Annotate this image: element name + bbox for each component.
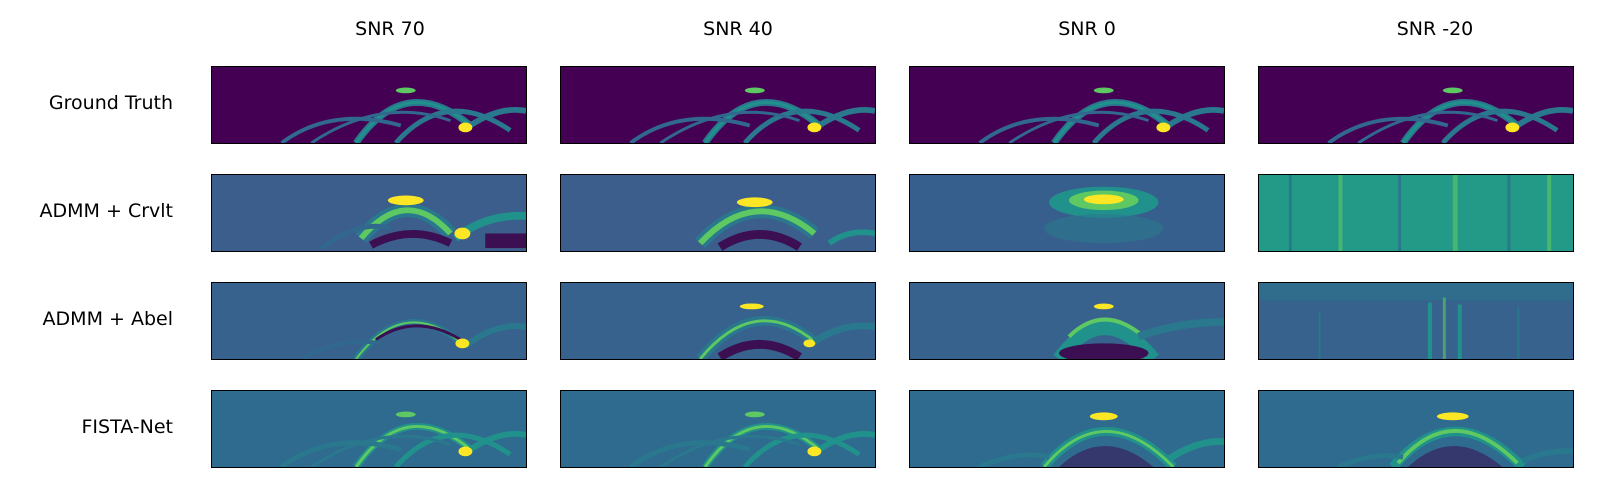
panel-admm-abel-snr-0 (909, 282, 1225, 360)
panel-admm-abel-snr-70 (211, 282, 527, 360)
panel-ground-truth-snr-minus-20 (1258, 66, 1574, 144)
reconstruction-image (910, 175, 1224, 251)
reconstruction-image (212, 391, 526, 467)
panel-admm-crvlt-snr-0 (909, 174, 1225, 252)
reconstruction-image (561, 283, 875, 359)
row-label-admm-crvlt: ADMM + Crvlt (39, 200, 173, 222)
reconstruction-image (910, 391, 1224, 467)
column-title-snr-70: SNR 70 (355, 18, 425, 40)
reconstruction-image (561, 175, 875, 251)
column-title-snr-minus-20: SNR -20 (1396, 18, 1474, 40)
panel-fista-net-snr-40 (560, 390, 876, 468)
panel-ground-truth-snr-40 (560, 66, 876, 144)
column-title-snr-40: SNR 40 (703, 18, 773, 40)
panel-fista-net-snr-70 (211, 390, 527, 468)
reconstruction-image (1259, 175, 1573, 251)
panel-admm-abel-snr-minus-20 (1258, 282, 1574, 360)
row-label-fista-net: FISTA-Net (81, 416, 173, 438)
panel-admm-crvlt-snr-70 (211, 174, 527, 252)
panel-fista-net-snr-minus-20 (1258, 390, 1574, 468)
ground-truth-image (910, 67, 1224, 143)
reconstruction-image (212, 175, 526, 251)
reconstruction-image (1259, 391, 1573, 467)
panel-admm-crvlt-snr-minus-20 (1258, 174, 1574, 252)
row-label-admm-abel: ADMM + Abel (42, 308, 173, 330)
reconstruction-image (212, 283, 526, 359)
panel-admm-abel-snr-40 (560, 282, 876, 360)
column-title-snr-0: SNR 0 (1058, 18, 1116, 40)
panel-ground-truth-snr-0 (909, 66, 1225, 144)
panel-fista-net-snr-0 (909, 390, 1225, 468)
row-label-ground-truth: Ground Truth (48, 92, 173, 114)
ground-truth-image (212, 67, 526, 143)
panel-admm-crvlt-snr-40 (560, 174, 876, 252)
ground-truth-image (561, 67, 875, 143)
panel-ground-truth-snr-70 (211, 66, 527, 144)
reconstruction-image (910, 283, 1224, 359)
reconstruction-image (1259, 283, 1573, 359)
reconstruction-image (561, 391, 875, 467)
ground-truth-image (1259, 67, 1573, 143)
